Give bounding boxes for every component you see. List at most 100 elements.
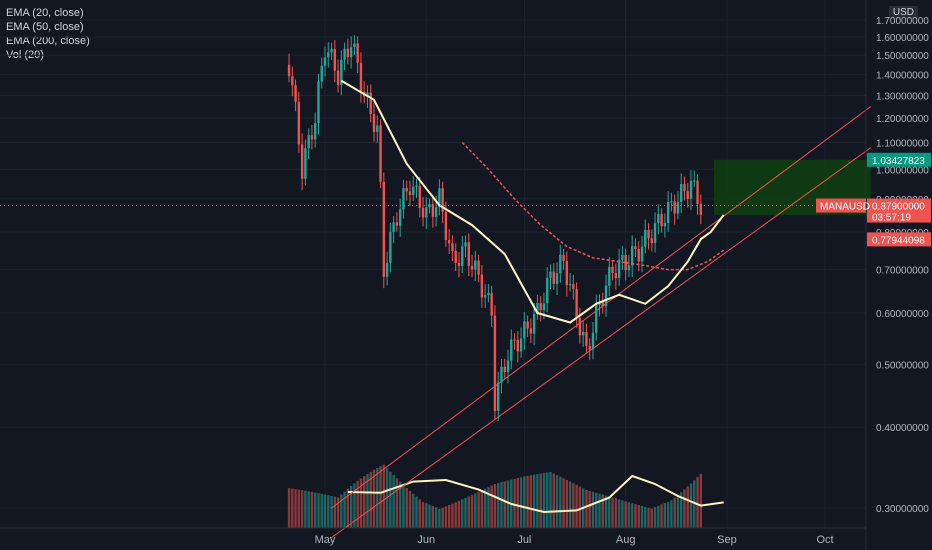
volume-bar [425,503,428,528]
volume-bar [670,500,673,528]
candle-body [389,232,392,263]
symbol-tag-bg [816,198,866,213]
last-price-tag-bg [867,198,931,223]
candle-body [542,303,546,311]
price-tick-label-2: 1.50000000 [876,51,929,62]
volume-bar [366,473,369,528]
candle-body [699,203,703,215]
candle-body [526,321,529,329]
volume-bar [336,497,340,528]
volume-bar [327,495,330,528]
candle-body [356,43,359,63]
candle-body [588,345,591,350]
volume-bar [333,496,337,528]
candle-body [454,251,457,264]
price-axis[interactable]: 1.70000000 1.60000000 1.50000000 1.40000000… [865,0,929,550]
candle-body [392,222,395,233]
ema50-price-tag-text: 0.77944098 [872,235,925,246]
candle-body [461,246,464,266]
volume-bar [699,473,703,528]
time-axis[interactable]: May Jun Jul Aug Sep Oct [0,527,866,546]
trend-channel-lower [331,147,872,539]
price-tick-label-5: 1.20000000 [876,114,929,125]
volume-bar [696,477,699,528]
candle-body [529,328,533,334]
volume-bar [526,475,529,528]
price-tick-label-3: 1.40000000 [876,71,929,82]
legend-ema50[interactable]: EMA (50, close) [6,21,84,33]
volume-bar [402,484,405,528]
volume-bar [614,498,618,528]
candle-body [431,204,435,217]
volume-bar [624,501,627,528]
volume-bar [542,472,546,528]
candle-body [647,229,650,239]
grid-lines [0,0,866,528]
candle-body [601,301,604,307]
legend-ema20[interactable]: EMA (20, close) [6,7,84,19]
volume-bar [660,504,663,528]
candle-body [572,284,575,289]
candle-body [663,222,667,227]
time-tick-label-0: May [315,534,336,546]
price-tick-label-6: 1.10000000 [876,138,929,149]
candle-body [510,339,513,361]
candle-body [300,144,304,179]
volume-bar [588,490,591,528]
volume-bar [447,504,451,528]
candle-body [565,260,569,286]
currency-badge[interactable]: USD [888,6,918,19]
candles [287,35,703,421]
volume-bar [307,491,310,528]
price-tick-label-11: 0.60000000 [876,309,929,320]
candle-body [343,48,346,60]
candle-body [503,366,506,373]
candle-body [408,191,412,196]
ema20-line [340,79,725,324]
candle-body [320,65,323,82]
volume-bar [323,494,327,528]
volume-bar [559,476,562,528]
price-tick-label-13: 0.40000000 [876,423,929,434]
volume-bar [395,478,399,528]
legend-ema200[interactable]: EMA (200, close) [6,35,90,47]
candle-body [317,81,320,124]
volume-bar [572,483,575,528]
candle-body [385,262,389,277]
volume-bar [291,488,294,528]
volume-bar [565,479,569,528]
candle-body [349,47,353,58]
candle-body [676,201,680,214]
price-tick-label-1: 1.60000000 [876,33,929,44]
candle-body [483,295,487,298]
trend-channel [331,106,872,539]
volume-bar [500,482,503,528]
volume-bar [340,494,343,528]
volume-bar [568,481,572,528]
volume-bar [408,490,412,528]
volume-bar [382,464,386,528]
candle-body [621,255,624,260]
candle-body [330,49,333,53]
candle-body [608,266,611,286]
volume-ma-line [347,474,724,514]
volume-bar [686,486,689,528]
candle-body [552,271,555,284]
volume-bar [398,481,402,528]
candle-body [595,304,598,333]
price-tick-label-12: 0.50000000 [876,360,929,371]
candle-body [447,240,451,244]
candle-body [689,180,693,199]
volume-bar [441,507,444,528]
candle-body [372,114,376,132]
volume-bar [297,489,301,528]
candle-body [395,222,399,226]
candle-body [376,125,379,132]
candle-body [653,223,657,244]
volume-bar [575,484,578,528]
volume-bar [379,466,382,528]
ema50-line [461,141,725,271]
volume-bar [310,491,314,528]
time-tick-label-2: Jul [517,534,531,546]
